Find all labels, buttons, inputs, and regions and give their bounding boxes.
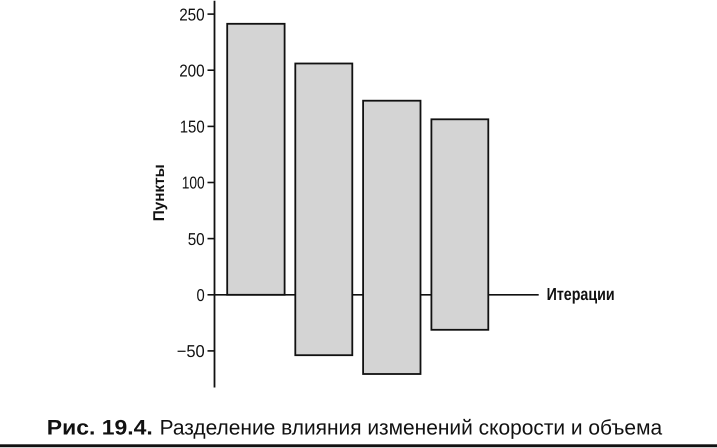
svg-text:Разделение влияния изменений с: Разделение влияния изменений скорости и … (160, 416, 663, 439)
svg-text:100: 100 (182, 173, 205, 193)
svg-text:0: 0 (197, 285, 205, 305)
svg-text:Пункты: Пункты (151, 164, 168, 221)
svg-text:250: 250 (179, 4, 205, 24)
svg-text:Итерации: Итерации (547, 284, 615, 304)
svg-text:200: 200 (179, 60, 205, 80)
svg-text:Рис. 19.4.: Рис. 19.4. (47, 416, 153, 439)
svg-text:150: 150 (180, 117, 205, 137)
svg-text:50: 50 (188, 229, 205, 249)
svg-text:−50: −50 (177, 341, 205, 361)
